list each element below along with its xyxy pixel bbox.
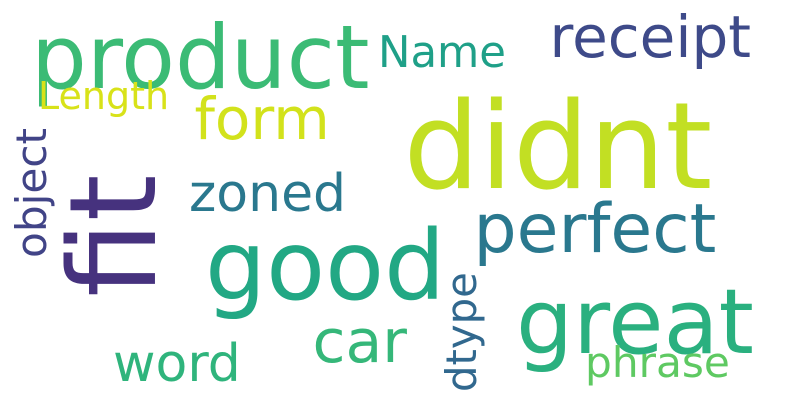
word-dtype: dtype (437, 272, 486, 392)
word-didnt: didnt (403, 78, 713, 217)
word-word: word (113, 334, 241, 394)
word-good: good (205, 210, 446, 322)
word-Length: Length (38, 74, 170, 118)
word-perfect: perfect (473, 190, 717, 269)
word-receipt: receipt (549, 3, 752, 71)
word-form: form (194, 85, 330, 153)
word-great: great (516, 270, 754, 375)
word-fit: fit (45, 173, 184, 297)
word-product: product (31, 6, 370, 109)
word-zoned: zoned (189, 164, 347, 224)
word-Name: Name (378, 27, 506, 78)
word-phrase: phrase (585, 338, 730, 387)
word-car: car (312, 307, 407, 377)
word-object: object (7, 127, 56, 258)
